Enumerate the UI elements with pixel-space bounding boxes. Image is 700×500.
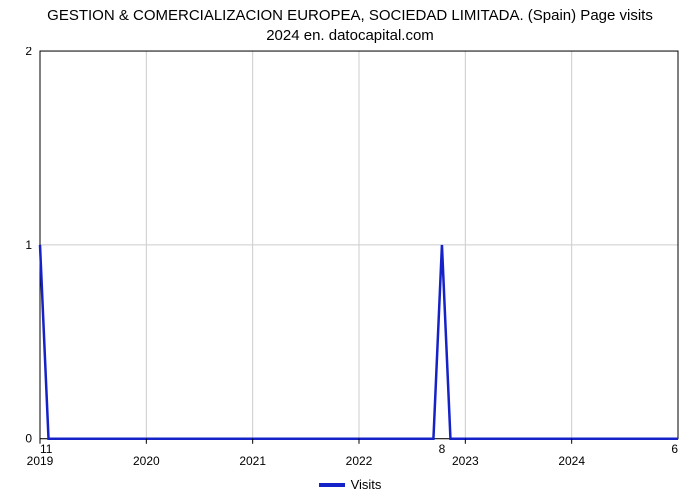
xtick-label: 2023 <box>452 454 479 468</box>
legend-swatch <box>319 483 345 487</box>
data-label: 6 <box>671 442 678 456</box>
chart-legend: Visits <box>0 473 700 500</box>
data-label: 11 <box>40 442 53 456</box>
legend-label: Visits <box>351 477 382 492</box>
data-label: 8 <box>439 442 446 456</box>
ytick-label: 0 <box>25 432 32 446</box>
xtick-label: 2024 <box>558 454 585 468</box>
chart-plot-wrap: 0 1 2 2019 2020 2021 2022 2023 2024 11 8 6 <box>12 47 688 469</box>
chart-svg: 0 1 2 2019 2020 2021 2022 2023 2024 11 8 6 <box>12 47 688 469</box>
chart-container: GESTION & COMERCIALIZACION EUROPEA, SOCI… <box>0 0 700 500</box>
ytick-label: 1 <box>25 238 32 252</box>
xtick-label: 2020 <box>133 454 160 468</box>
xtick-label: 2019 <box>27 454 54 468</box>
ytick-label: 2 <box>25 47 32 58</box>
chart-title: GESTION & COMERCIALIZACION EUROPEA, SOCI… <box>0 0 700 47</box>
xtick-label: 2021 <box>239 454 266 468</box>
xtick-label: 2022 <box>346 454 373 468</box>
